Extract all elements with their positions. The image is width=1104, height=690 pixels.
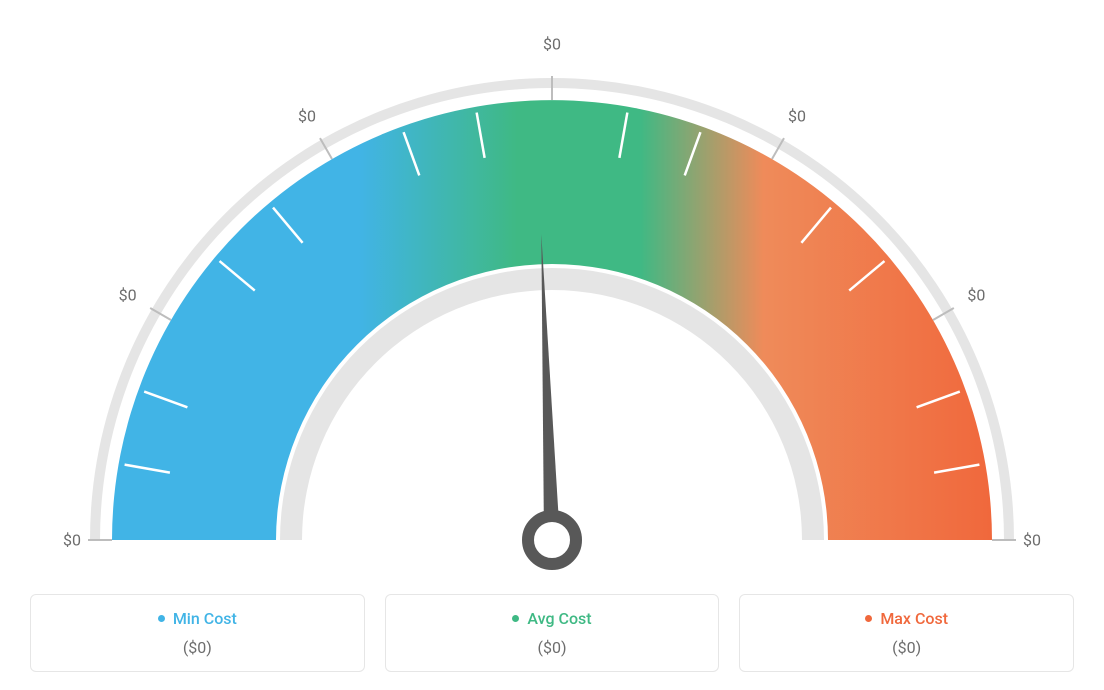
legend-label-max: Max Cost [865, 609, 948, 628]
axis-label: $0 [1023, 531, 1041, 550]
legend-card-avg: Avg Cost ($0) [385, 594, 720, 672]
legend-value-max: ($0) [750, 638, 1063, 657]
legend-card-max: Max Cost ($0) [739, 594, 1074, 672]
axis-label: $0 [788, 106, 806, 125]
legend-card-min: Min Cost ($0) [30, 594, 365, 672]
axis-label: $0 [119, 286, 137, 305]
axis-label: $0 [543, 35, 561, 54]
axis-label: $0 [967, 286, 985, 305]
legend-row: Min Cost ($0) Avg Cost ($0) Max Cost ($0… [30, 594, 1074, 672]
legend-label-avg: Avg Cost [512, 609, 591, 628]
axis-label: $0 [298, 106, 316, 125]
legend-label-min: Min Cost [158, 609, 237, 628]
gauge-svg [42, 10, 1062, 570]
legend-value-avg: ($0) [396, 638, 709, 657]
gauge-area: $0 $0 $0 $0 $0 $0 $0 [42, 10, 1062, 570]
cost-gauge-chart: $0 $0 $0 $0 $0 $0 $0 Min Cost ($0) Avg Cost ($… [0, 0, 1104, 690]
legend-value-min: ($0) [41, 638, 354, 657]
axis-label: $0 [63, 531, 81, 550]
